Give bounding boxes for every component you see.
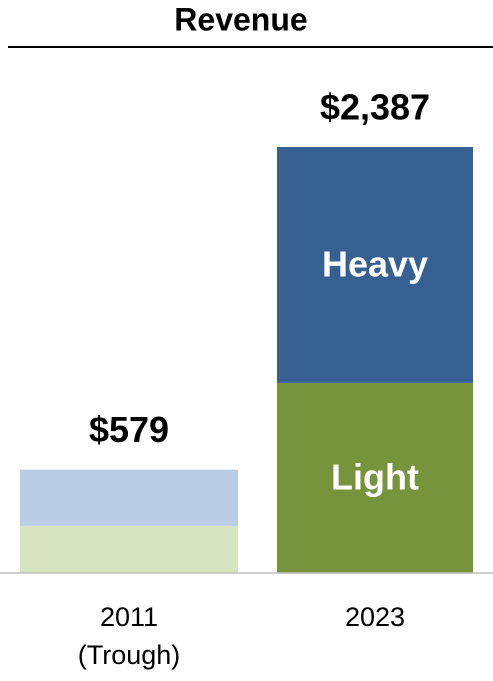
category-label: 2011 (Trough) (77, 602, 181, 670)
total-label: $2,387 (320, 87, 430, 128)
segment-label: Heavy (322, 243, 428, 284)
bar-segment (20, 469, 238, 526)
bar-segment (20, 525, 238, 573)
total-label: $579 (89, 409, 169, 450)
category-label: 2023 (344, 602, 406, 632)
bar-segment (277, 382, 473, 573)
segment-label: Light (331, 456, 419, 497)
chart-title: Revenue (174, 1, 307, 37)
bar-segment (277, 147, 473, 383)
